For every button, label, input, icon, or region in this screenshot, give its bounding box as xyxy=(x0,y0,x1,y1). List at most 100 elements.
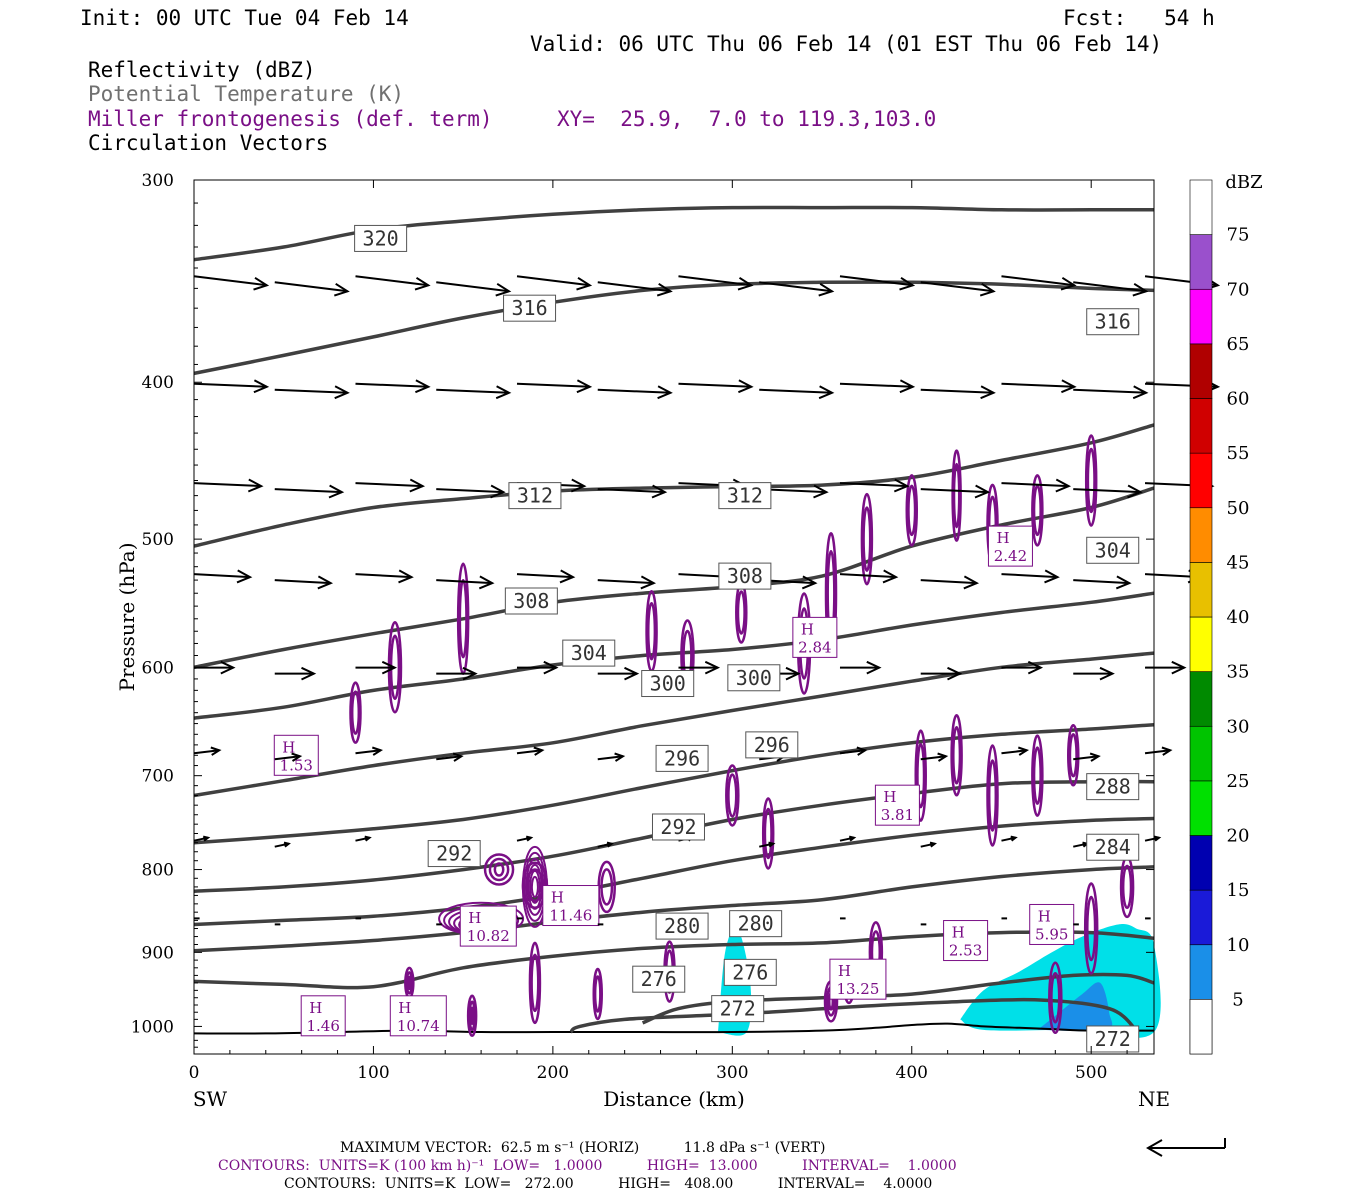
circulation-vector xyxy=(839,478,910,493)
theta-label-text: 272 xyxy=(720,997,756,1021)
theta-label-text: 304 xyxy=(1095,538,1131,562)
colorbar-segment xyxy=(1189,179,1213,235)
vector-head xyxy=(1055,478,1072,493)
vector-shaft xyxy=(516,382,590,388)
vector-shaft xyxy=(597,281,671,293)
forecast-hour: Fcst: 54 h xyxy=(1063,6,1215,30)
frontogenesis-ring xyxy=(530,875,539,898)
theta-label-box xyxy=(718,562,772,590)
circulation-vector xyxy=(1001,379,1077,394)
vector-head xyxy=(624,666,640,681)
vector-shaft xyxy=(678,275,752,287)
circulation-vector xyxy=(355,746,384,756)
field-theta: Potential Temperature (K) xyxy=(88,82,405,106)
circulation-vector xyxy=(920,666,963,681)
vector-shaft xyxy=(1001,749,1027,755)
vector-shaft xyxy=(193,382,267,388)
frontogenesis-contour xyxy=(1031,474,1044,547)
vector-shaft xyxy=(839,749,866,755)
maximum-value: 2.53 xyxy=(949,942,982,960)
frontogenesis-ring xyxy=(527,863,543,910)
vector-head xyxy=(576,379,593,394)
vector-head xyxy=(738,379,754,394)
y-tick-label: 300 xyxy=(142,171,174,191)
vector-shaft xyxy=(274,281,348,293)
frontogenesis-ring xyxy=(1068,733,1078,778)
vector-shaft xyxy=(920,488,988,494)
colorbar-tick-label: 15 xyxy=(1227,880,1250,901)
theta-label-284: 284 xyxy=(1086,833,1140,861)
theta-label-box xyxy=(745,731,799,759)
vector-head xyxy=(980,385,996,400)
theta-label-box xyxy=(503,294,557,322)
theta-label-304: 304 xyxy=(1086,536,1140,564)
frontogenesis-ring xyxy=(488,857,510,882)
maximum-value: 5.95 xyxy=(1035,925,1068,943)
frontogenesis-ring xyxy=(860,492,874,586)
vector-head xyxy=(1017,746,1030,756)
frontogenesis-ring xyxy=(986,744,999,847)
maximum-value: 10.74 xyxy=(397,1017,440,1035)
frontogenesis-ring xyxy=(1083,882,1099,975)
theta-label-text: 292 xyxy=(660,815,696,839)
colorbar-tick-label: 55 xyxy=(1227,443,1250,464)
vector-head xyxy=(1061,379,1077,394)
frontogenesis-ring xyxy=(1067,724,1080,787)
circulation-vector xyxy=(1001,835,1018,842)
theta-label-text: 276 xyxy=(641,967,677,991)
theta-label-box xyxy=(1086,773,1140,801)
frontogenesis-contour xyxy=(483,853,515,886)
frontogenesis-ring xyxy=(1086,447,1096,514)
theta-label-text: 308 xyxy=(513,589,549,613)
theta-label-box xyxy=(1086,536,1140,564)
theta-label-272: 272 xyxy=(1086,1025,1140,1053)
vector-head xyxy=(866,660,882,675)
circulation-vector xyxy=(274,575,334,590)
frontogenesis-ring xyxy=(592,967,603,1021)
circulation-vector xyxy=(1073,841,1090,848)
circulation-vector xyxy=(193,746,222,756)
circulation-vector xyxy=(597,666,640,681)
maximum-label-box xyxy=(300,995,346,1037)
frontogenesis-contour xyxy=(1067,724,1080,787)
vector-shaft xyxy=(1073,488,1141,494)
vector-head xyxy=(253,276,270,291)
axes-layer: 300 400 500 600 700 800 900 1000 0 100 200 300 400 50… xyxy=(115,171,1170,1111)
colorbar-title: dBZ xyxy=(1225,172,1262,193)
vector-head xyxy=(559,569,576,584)
frontogenesis-ring xyxy=(1086,895,1097,962)
vector-head xyxy=(768,841,776,848)
vector-head xyxy=(1154,835,1162,842)
frontogenesis-ring xyxy=(905,474,919,547)
theta-label-box xyxy=(562,639,616,667)
vector-shaft xyxy=(355,573,412,579)
maximum-letter: H xyxy=(883,788,896,806)
circulation-vector xyxy=(1144,746,1173,756)
vector-head xyxy=(490,484,506,499)
valid-time: Valid: 06 UTC Thu 06 Feb 14 (01 EST Thu … xyxy=(530,32,1163,56)
circulation-vector xyxy=(355,478,426,493)
vector-head xyxy=(785,666,801,681)
vector-shaft xyxy=(920,755,947,761)
theta-label-text: 312 xyxy=(727,484,763,508)
vector-head xyxy=(893,478,910,493)
vector-head xyxy=(1132,385,1149,400)
terrain-line xyxy=(193,1022,1155,1035)
y-axis-title: Pressure (hPa) xyxy=(115,543,139,692)
vector-head xyxy=(495,385,512,400)
theta-label-text: 300 xyxy=(736,666,772,690)
frontogenesis-maximum-label: H2.53 xyxy=(943,920,989,962)
maximum-value: 13.25 xyxy=(836,980,879,998)
circulation-vector xyxy=(193,835,211,842)
maximum-letter: H xyxy=(282,738,295,756)
circulation-vector xyxy=(839,746,868,756)
frontogenesis-contour xyxy=(1031,734,1044,817)
circulation-vector xyxy=(597,385,673,400)
theta-label-312: 312 xyxy=(508,482,562,510)
theta-label-304: 304 xyxy=(562,639,616,667)
theta-label-text: 288 xyxy=(1095,775,1131,799)
frontogenesis-contour xyxy=(735,581,748,644)
circulation-vector xyxy=(193,379,270,394)
colorbar-layer: 5 10 15 20 25 30 35 40 45 50 55 60 65 70 75 dBZ xyxy=(1189,172,1263,1055)
